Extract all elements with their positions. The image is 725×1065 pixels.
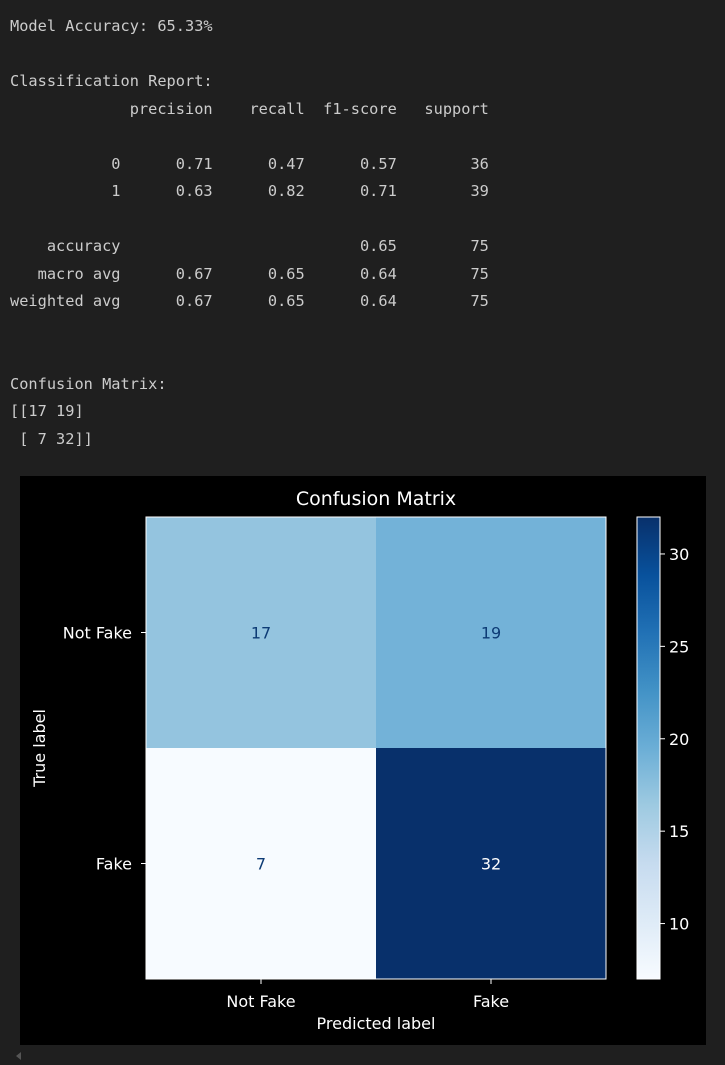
heatmap-cell (146, 748, 376, 979)
report-row: 1 0.63 0.82 0.71 39 (10, 182, 489, 200)
y-axis-label: True label (30, 709, 49, 788)
scroll-left-icon[interactable] (16, 1052, 21, 1060)
cell-value-label: 17 (251, 624, 271, 643)
accuracy-line: Model Accuracy: 65.33% (10, 17, 213, 35)
confusion-matrix-plot: Confusion Matrix 17 19 7 32 Not Fake Fake Not F… (20, 476, 706, 1045)
confusion-matrix-title: Confusion Matrix: (10, 374, 167, 393)
colorbar-tick-label: 20 (669, 730, 689, 749)
x-tick-label: Fake (473, 992, 509, 1011)
colorbar-tick-label: 30 (669, 545, 689, 564)
y-tick-label: Fake (96, 855, 132, 874)
colorbar (636, 516, 661, 980)
confusion-matrix-chart: Confusion Matrix 17 19 7 32 Not Fake Fake Not F… (30, 488, 689, 1033)
chart-title: Confusion Matrix (296, 488, 456, 510)
cell-value-label: 32 (481, 855, 501, 874)
cell-value-label: 7 (256, 855, 266, 874)
y-tick-label: Not Fake (63, 624, 132, 643)
heatmap-cell (376, 748, 606, 979)
heatmap-cell (376, 517, 606, 748)
cell-value-label: 19 (481, 624, 501, 643)
text-output: Model Accuracy: 65.33% Classification Re… (10, 13, 489, 453)
confusion-matrix-line: [ 7 32]] (10, 429, 93, 448)
classification-report: precision recall f1-score support 0 0.71… (10, 100, 489, 311)
report-row: macro avg 0.67 0.65 0.64 75 (10, 264, 489, 283)
colorbar-tick-label: 15 (669, 822, 689, 841)
report-header-row: precision recall f1-score support (10, 99, 489, 118)
report-row: weighted avg 0.67 0.65 0.64 75 (10, 292, 489, 310)
heatmap-cell (146, 517, 376, 748)
report-row: 0 0.71 0.47 0.57 36 (10, 154, 489, 173)
x-tick-label: Not Fake (226, 992, 295, 1011)
confusion-matrix-line: [[17 19] (10, 402, 84, 420)
colorbar-tick-label: 25 (669, 637, 689, 656)
x-axis-label: Predicted label (317, 1014, 436, 1033)
report-title: Classification Report: (10, 72, 213, 90)
plot-frame (145, 516, 607, 980)
colorbar-tick-label: 10 (669, 915, 689, 934)
report-row: accuracy 0.65 75 (10, 237, 489, 255)
